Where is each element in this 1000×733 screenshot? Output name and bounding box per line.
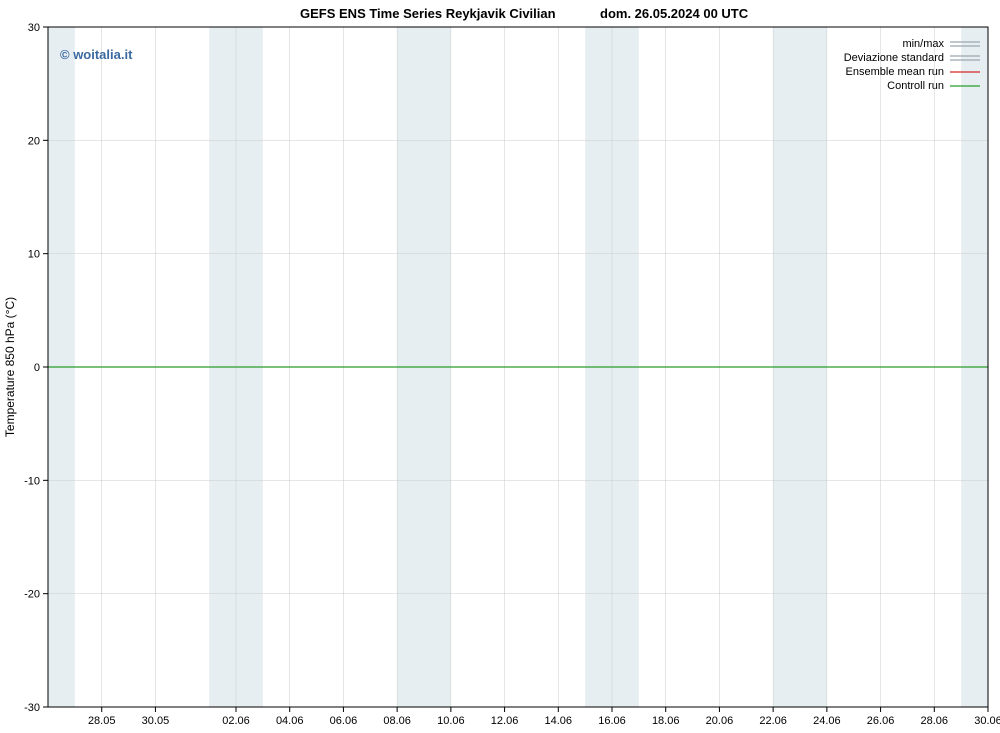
legend-label: Ensemble mean run: [846, 66, 944, 78]
x-tick-label: 14.06: [545, 715, 573, 727]
y-tick-label: 0: [34, 362, 40, 374]
x-tick-label: 02.06: [222, 715, 250, 727]
time-series-chart: GEFS ENS Time Series Reykjavik Civilian d…: [0, 0, 1000, 733]
chart-title-right: dom. 26.05.2024 00 UTC: [600, 6, 749, 21]
y-tick-label: 20: [28, 135, 40, 147]
x-tick-label: 10.06: [437, 715, 465, 727]
y-tick-label: -30: [24, 702, 40, 714]
x-tick-label: 04.06: [276, 715, 304, 727]
x-tick-label: 20.06: [706, 715, 734, 727]
chart-title-left: GEFS ENS Time Series Reykjavik Civilian: [300, 6, 556, 21]
x-tick-label: 12.06: [491, 715, 519, 727]
x-tick-label: 06.06: [330, 715, 358, 727]
x-tick-label: 28.06: [921, 715, 949, 727]
x-tick-label: 30.06: [974, 715, 1000, 727]
x-tick-label: 08.06: [383, 715, 411, 727]
y-tick-label: 10: [28, 249, 40, 261]
x-tick-label: 26.06: [867, 715, 895, 727]
x-tick-label: 30.05: [142, 715, 170, 727]
legend-label: min/max: [902, 38, 944, 50]
x-tick-label: 24.06: [813, 715, 841, 727]
watermark: © woitalia.it: [60, 47, 133, 62]
legend-label: Controll run: [887, 80, 944, 92]
legend: min/max Deviazione standard Ensemble mean …: [844, 38, 980, 92]
x-tick-label: 16.06: [598, 715, 626, 727]
legend-label: Deviazione standard: [844, 52, 944, 64]
y-tick-label: -20: [24, 589, 40, 601]
y-tick-label: 30: [28, 22, 40, 34]
y-axis-label: Temperature 850 hPa (°C): [3, 297, 17, 437]
x-tick-label: 22.06: [759, 715, 787, 727]
y-tick-label: -10: [24, 475, 40, 487]
x-tick-label: 18.06: [652, 715, 680, 727]
x-tick-label: 28.05: [88, 715, 116, 727]
